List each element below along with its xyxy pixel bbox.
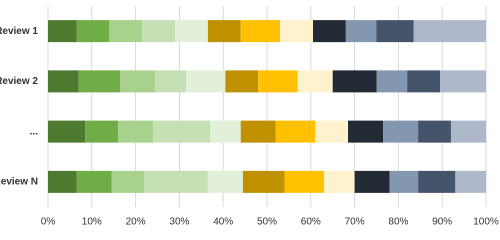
bar-segment xyxy=(120,70,156,93)
bar-segment xyxy=(78,70,121,93)
bar-segment xyxy=(332,70,377,93)
bar-segment xyxy=(323,170,355,193)
bar-segment xyxy=(48,20,77,43)
bar-segment xyxy=(207,20,241,43)
bar-segment xyxy=(389,170,419,193)
bar-segment xyxy=(155,70,186,93)
bar-segment xyxy=(284,170,324,193)
bar-segment xyxy=(455,170,486,193)
bar-segment xyxy=(242,170,285,193)
bar-segment xyxy=(413,20,486,43)
bar-segment xyxy=(240,120,276,143)
x-tick-label: 70% xyxy=(345,217,365,228)
bar-segment xyxy=(118,120,154,143)
bar-segment xyxy=(418,120,451,143)
bar-segment xyxy=(297,70,333,93)
bar-segment xyxy=(185,70,226,93)
bar-segment xyxy=(153,120,211,143)
bar-segment xyxy=(111,170,145,193)
x-tick-label: 0% xyxy=(41,217,56,228)
bar-segment xyxy=(210,120,241,143)
page: {"chart_data": {"type": "bar", "orientat… xyxy=(0,6,499,228)
bar-segment xyxy=(144,170,208,193)
bar-segment xyxy=(76,20,110,43)
y-tick-label: Review N xyxy=(0,177,38,188)
x-tick-label: 90% xyxy=(432,217,452,228)
bar-segment xyxy=(348,120,384,143)
x-tick-label: 100% xyxy=(473,217,499,228)
bar-segment xyxy=(418,170,456,193)
bar-segment xyxy=(345,20,377,43)
bar-segment xyxy=(354,170,390,193)
bar-segment xyxy=(275,120,316,143)
x-tick-label: 80% xyxy=(388,217,408,228)
bar-segment xyxy=(85,120,119,143)
bar-segment xyxy=(240,20,281,43)
x-tick-label: 40% xyxy=(213,217,233,228)
bar-segment xyxy=(376,70,408,93)
bar-segment xyxy=(76,170,112,193)
bar-segment xyxy=(48,170,77,193)
bar-segment xyxy=(109,20,143,43)
bar-segment xyxy=(175,20,208,43)
x-tick-label: 20% xyxy=(126,217,146,228)
x-tick-label: 50% xyxy=(257,217,277,228)
bar-segment xyxy=(207,170,243,193)
bar-segment xyxy=(280,20,313,43)
bar-segment xyxy=(315,120,349,143)
x-tick-label: 30% xyxy=(169,217,189,228)
bar-segment xyxy=(48,70,79,93)
x-tick-label: 10% xyxy=(82,217,102,228)
bar-segment xyxy=(440,70,486,93)
bar-segment xyxy=(258,70,298,93)
bar-segment xyxy=(312,20,346,43)
chart: 0% 10% 20% 30% 40% 50% 60% 70% 80% 90% 100% Review … xyxy=(0,6,499,228)
bar-segment xyxy=(48,120,86,143)
bar-segment xyxy=(225,70,259,93)
bar-segment xyxy=(407,70,441,93)
bar-segment xyxy=(383,120,419,143)
bar-segment xyxy=(376,20,414,43)
bar-segment xyxy=(450,120,486,143)
bar-segment xyxy=(142,20,176,43)
y-tick-label: Review 2 xyxy=(0,76,38,87)
y-tick-label: ... xyxy=(30,126,39,137)
y-tick-label: Review 1 xyxy=(0,26,38,37)
x-tick-label: 60% xyxy=(301,217,321,228)
